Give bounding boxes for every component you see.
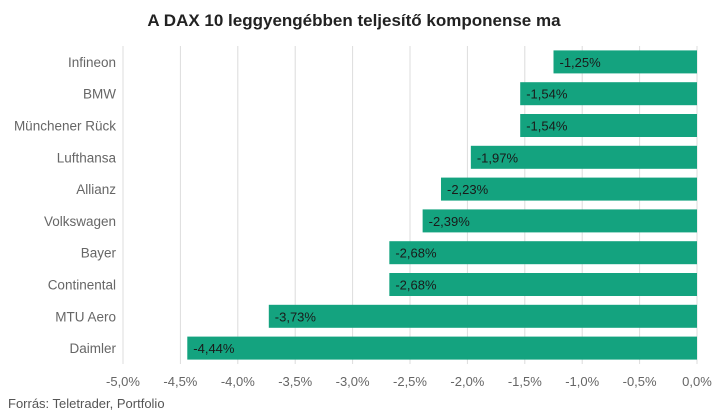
data-label: -2,39% bbox=[429, 214, 471, 229]
data-label: -1,25% bbox=[560, 55, 602, 70]
category-label: Daimler bbox=[69, 341, 116, 356]
chart-title: A DAX 10 leggyengébben teljesítő kompone… bbox=[147, 11, 561, 30]
data-label: -2,68% bbox=[395, 246, 437, 261]
data-label: -4,44% bbox=[193, 341, 235, 356]
category-label: Infineon bbox=[68, 55, 116, 70]
bar bbox=[520, 114, 697, 137]
bar bbox=[389, 273, 697, 296]
bar bbox=[553, 50, 697, 74]
x-tick-label: -1,0% bbox=[565, 374, 599, 389]
bar bbox=[422, 209, 697, 233]
x-tick-label: -4,5% bbox=[163, 374, 197, 389]
data-label: -1,97% bbox=[477, 150, 519, 165]
category-label: Münchener Rück bbox=[14, 119, 116, 134]
x-tick-label: 0,0% bbox=[682, 374, 712, 389]
category-label: Lufthansa bbox=[57, 150, 117, 165]
data-label: -2,23% bbox=[447, 182, 489, 197]
x-tick-label: -1,5% bbox=[508, 374, 542, 389]
data-label: -2,68% bbox=[395, 278, 437, 293]
category-label: Bayer bbox=[81, 246, 117, 261]
bars: -1,25% -1,54% -1,54% -1,97% -2,23% -2,39% -2,6… bbox=[187, 50, 697, 360]
bar bbox=[440, 177, 697, 201]
source-note: Forrás: Teletrader, Portfolio bbox=[8, 396, 165, 411]
x-axis-tick-labels: -5,0% -4,5% -4,0% -3,5% -3,0% -2,5% -2,0% -1,5%… bbox=[106, 374, 712, 389]
category-label: Volkswagen bbox=[44, 214, 116, 229]
category-label: BMW bbox=[83, 87, 116, 102]
data-label: -3,73% bbox=[275, 309, 317, 324]
x-tick-label: -0,5% bbox=[623, 374, 657, 389]
bar bbox=[520, 82, 697, 106]
category-label: Continental bbox=[48, 278, 116, 293]
bar bbox=[389, 241, 697, 265]
x-tick-label: -3,5% bbox=[278, 374, 312, 389]
bar bbox=[187, 336, 697, 360]
x-tick-label: -2,5% bbox=[393, 374, 427, 389]
category-label: MTU Aero bbox=[55, 309, 116, 324]
category-labels: Infineon BMW Münchener Rück Lufthansa Allian… bbox=[14, 55, 117, 356]
x-tick-label: -4,0% bbox=[221, 374, 255, 389]
x-tick-label: -5,0% bbox=[106, 374, 140, 389]
bar bbox=[470, 145, 697, 169]
data-label: -1,54% bbox=[526, 87, 568, 102]
x-tick-label: -2,0% bbox=[450, 374, 484, 389]
x-tick-label: -3,0% bbox=[336, 374, 370, 389]
bar bbox=[268, 304, 697, 328]
category-label: Allianz bbox=[76, 182, 116, 197]
data-label: -1,54% bbox=[526, 119, 568, 134]
